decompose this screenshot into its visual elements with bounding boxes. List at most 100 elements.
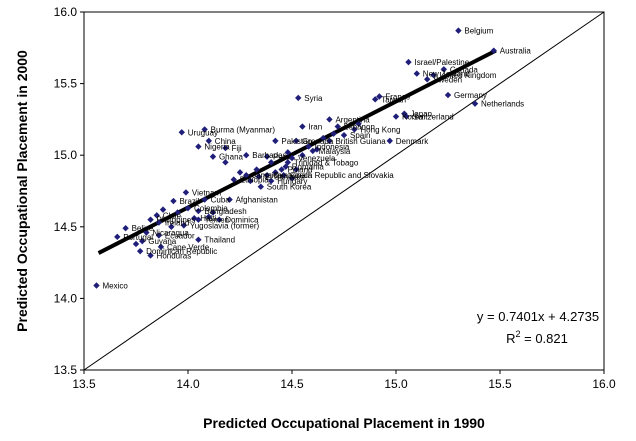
point-label: Belgium <box>464 27 493 36</box>
data-point <box>268 177 275 185</box>
data-point <box>139 237 146 245</box>
data-point <box>243 172 250 179</box>
data-point <box>444 91 452 99</box>
data-point <box>170 197 177 205</box>
point-label: Colombia <box>194 204 228 213</box>
data-point <box>288 174 296 182</box>
data-point <box>295 94 302 102</box>
data-point <box>201 126 208 133</box>
x-axis-title: Predicted Occupational Placement in 1990 <box>203 415 485 431</box>
x-tick-label: 15.5 <box>488 377 512 391</box>
data-point <box>222 159 229 166</box>
point-label: Romania <box>292 163 325 172</box>
data-point <box>263 172 271 179</box>
r-squared-exponent: 2 <box>516 329 521 339</box>
trendline-layer <box>97 48 497 255</box>
data-point <box>284 149 292 156</box>
data-point <box>143 229 150 236</box>
data-point <box>155 232 163 239</box>
point-label: Afghanistan <box>236 196 278 205</box>
y-tick-label: 15.0 <box>54 148 78 162</box>
point-label: Guyana <box>148 237 177 246</box>
data-point <box>263 153 271 160</box>
data-point <box>272 137 279 145</box>
point-label: Cuba <box>211 196 231 205</box>
data-point <box>340 131 348 139</box>
point-label: Germany <box>454 91 487 100</box>
data-point <box>180 222 188 229</box>
point-label: Vietnam <box>192 188 222 197</box>
point-label: Pakistan <box>281 137 312 146</box>
y-axis-title: Predicted Occupational Placement in 2000 <box>14 50 30 332</box>
point-label: El Salvador <box>265 173 306 182</box>
point-label: Barbados <box>252 151 286 160</box>
data-point <box>282 163 289 170</box>
data-point <box>205 137 212 145</box>
y-axis-ticks: 13.5 14.0 14.5 15.0 15.5 16.0 <box>54 5 84 377</box>
point-label: Ireland <box>165 219 189 228</box>
data-point <box>205 213 212 220</box>
point-label: Uruguay <box>188 128 218 137</box>
data-point <box>272 169 279 176</box>
data-point <box>174 209 181 216</box>
data-point <box>155 219 163 226</box>
data-point <box>201 196 208 203</box>
data-point <box>136 247 144 255</box>
point-label: Yemen <box>204 216 229 225</box>
r-squared-label: R2 = 0.821 <box>506 329 568 346</box>
data-point <box>168 223 175 230</box>
point-label: Netherlands <box>481 100 524 109</box>
r-squared-prefix: R <box>506 331 515 346</box>
data-point <box>209 153 217 160</box>
point-label: Japan <box>410 110 432 119</box>
data-point <box>386 137 393 145</box>
x-axis-ticks: 13.5 14.0 14.5 15.0 15.5 16.0 <box>72 370 616 391</box>
point-label: Bangladesh <box>204 207 246 216</box>
point-label: France <box>385 92 410 101</box>
data-point <box>195 216 202 223</box>
data-point <box>292 137 300 145</box>
point-label: Nigeria <box>204 143 230 152</box>
data-point <box>330 130 337 137</box>
point-label: Taiwan <box>381 95 406 104</box>
data-point <box>122 225 129 232</box>
point-label: Hong Kong <box>360 125 400 134</box>
data-point <box>268 159 275 166</box>
y-tick-label: 15.5 <box>54 77 78 91</box>
data-point <box>226 196 233 203</box>
data-point <box>326 116 333 123</box>
point-label: Belize <box>132 224 154 233</box>
trendline <box>97 48 497 255</box>
data-point <box>405 58 412 66</box>
data-points <box>93 27 497 289</box>
data-point <box>455 27 462 34</box>
point-label: Fiji <box>231 144 241 153</box>
y-tick-label: 13.5 <box>54 363 78 377</box>
data-point <box>216 216 223 223</box>
point-label: Venezuela <box>298 154 336 163</box>
data-point <box>440 66 448 73</box>
data-point <box>253 166 260 173</box>
point-label: Guatemala <box>273 171 313 180</box>
data-point <box>403 113 410 120</box>
point-label: Australia <box>500 47 532 56</box>
point-label: Poland <box>288 166 313 175</box>
data-point <box>257 183 264 190</box>
point-label: Mexico <box>102 282 128 291</box>
x-tick-label: 15.0 <box>384 377 408 391</box>
data-point <box>247 177 254 185</box>
point-label: Switzerland <box>412 113 453 122</box>
trendline-equation: y = 0.7401x + 4.2735 <box>477 309 599 324</box>
point-label: Philippines <box>157 216 196 225</box>
point-label: Dominican Republic <box>146 247 217 256</box>
point-label: Jamaica <box>252 171 282 180</box>
point-label: Honduras <box>157 251 192 260</box>
data-point <box>355 120 362 127</box>
data-point <box>288 154 296 162</box>
data-point <box>195 143 202 150</box>
point-label: Grenada <box>302 137 334 146</box>
data-point <box>430 71 437 79</box>
data-point <box>153 212 160 219</box>
data-point <box>372 96 379 103</box>
